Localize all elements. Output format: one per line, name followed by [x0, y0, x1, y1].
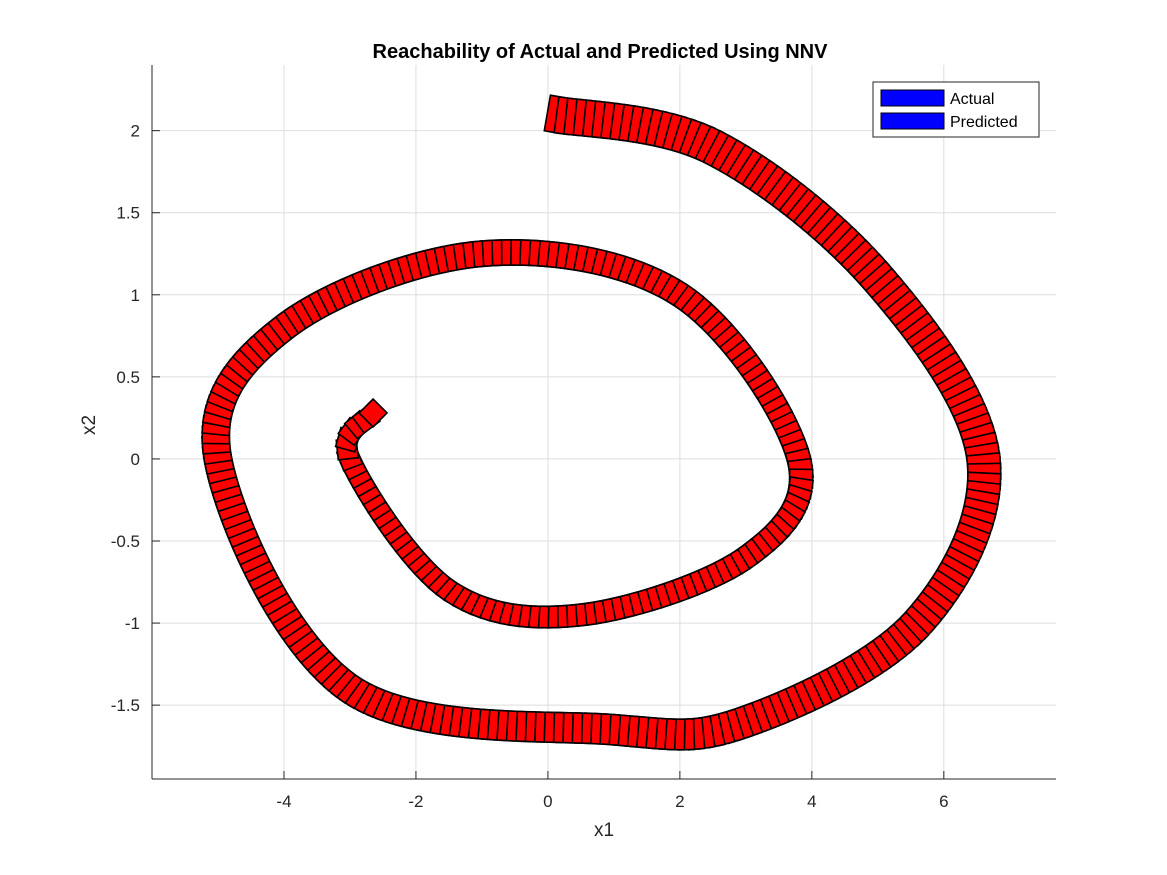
- x-tick-label: 6: [939, 792, 948, 811]
- legend-swatch-actual: [880, 89, 945, 107]
- legend-label-actual: Actual: [950, 91, 994, 108]
- axes: [151, 65, 1056, 780]
- x-tick-label: 0: [543, 792, 552, 811]
- x-axis-label: x1: [594, 820, 614, 841]
- x-tick-label: 4: [807, 792, 816, 811]
- y-tick-label: 1.5: [116, 204, 140, 223]
- reach-set-box: [357, 397, 389, 429]
- chart-title: Reachability of Actual and Predicted Usi…: [373, 41, 829, 63]
- y-tick-label: 0: [131, 450, 140, 469]
- legend-label-predicted: Predicted: [950, 114, 1018, 131]
- legend-swatch-predicted: [880, 112, 945, 130]
- y-tick-label: -1.5: [111, 696, 140, 715]
- ticks: -4 -2 0 2 4 6 -1.5 -1 -0.5 0 0.5 1 1.5 2: [111, 122, 949, 811]
- x-tick-label: -4: [276, 792, 291, 811]
- y-tick-label: 2: [131, 122, 140, 141]
- x-tick-label: -2: [408, 792, 423, 811]
- y-tick-label: 1: [131, 286, 140, 305]
- y-axis-label: x2: [79, 415, 100, 435]
- y-tick-label: 0.5: [116, 368, 140, 387]
- y-tick-label: -0.5: [111, 532, 140, 551]
- y-tick-label: -1: [125, 614, 140, 633]
- reach-sets: [201, 94, 1002, 751]
- legend: Actual Predicted: [872, 81, 1040, 138]
- x-tick-label: 2: [675, 792, 684, 811]
